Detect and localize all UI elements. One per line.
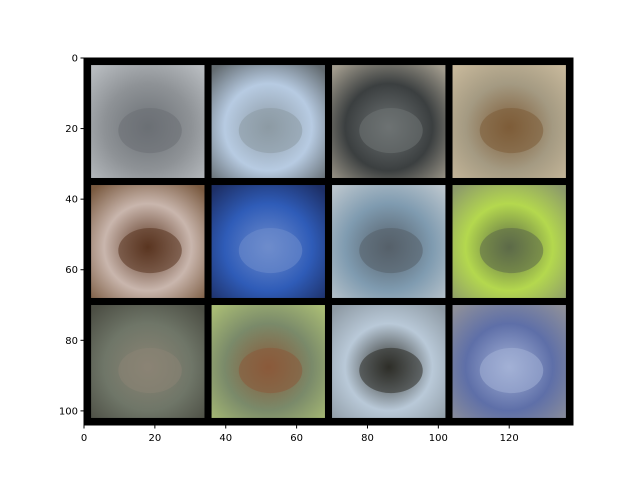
tile-subject-blob (479, 107, 544, 154)
image-tile-horse-head (211, 305, 325, 418)
y-tick-label: 100 (59, 406, 78, 417)
tile-subject-blob (118, 107, 182, 154)
tile-subject-blob (238, 227, 303, 274)
tile-subject-blob (359, 107, 423, 154)
tile-subject-blob (238, 347, 303, 394)
y-tick-label: 0 (72, 54, 78, 65)
tile-subject-blob (479, 227, 544, 274)
axes: 0 20 40 60 80 100 120 0 20 40 60 80 100 (59, 54, 574, 444)
tile-subject-blob (359, 347, 423, 394)
x-tick-label: 20 (149, 433, 162, 444)
tile-subject-blob (118, 347, 182, 394)
image-tile-horse (91, 305, 205, 418)
tile-subject-blob (479, 347, 544, 394)
x-tick-label: 60 (290, 433, 303, 444)
image-tile-frog-blur (452, 185, 566, 298)
y-tick-label: 60 (65, 265, 78, 276)
tile-subject-blob (118, 227, 182, 274)
image-tile-car (211, 185, 325, 298)
axes-frame (83, 57, 574, 426)
image-tile-airplane (211, 65, 325, 178)
x-tick-label: 120 (500, 433, 519, 444)
image-tile-cat (91, 185, 205, 298)
image-tile-animal-blur (332, 185, 446, 298)
x-tick-label: 100 (429, 433, 448, 444)
x-tick-label: 40 (219, 433, 232, 444)
x-tick-label: 80 (361, 433, 374, 444)
y-tick-label: 20 (65, 124, 78, 135)
y-tick-label: 80 (65, 336, 78, 347)
tile-subject-blob (238, 107, 303, 154)
tile-subject-blob (359, 227, 423, 274)
image-tile-airplane-sky (452, 305, 566, 418)
image-tile-car (332, 65, 446, 178)
image-tile-bird (452, 65, 566, 178)
plot-area (84, 58, 573, 425)
y-tick-label: 40 (65, 195, 78, 206)
image-tile-airplane-clouds (91, 65, 205, 178)
image-tile-deer-dark (332, 305, 446, 418)
x-tick-label: 0 (81, 433, 87, 444)
